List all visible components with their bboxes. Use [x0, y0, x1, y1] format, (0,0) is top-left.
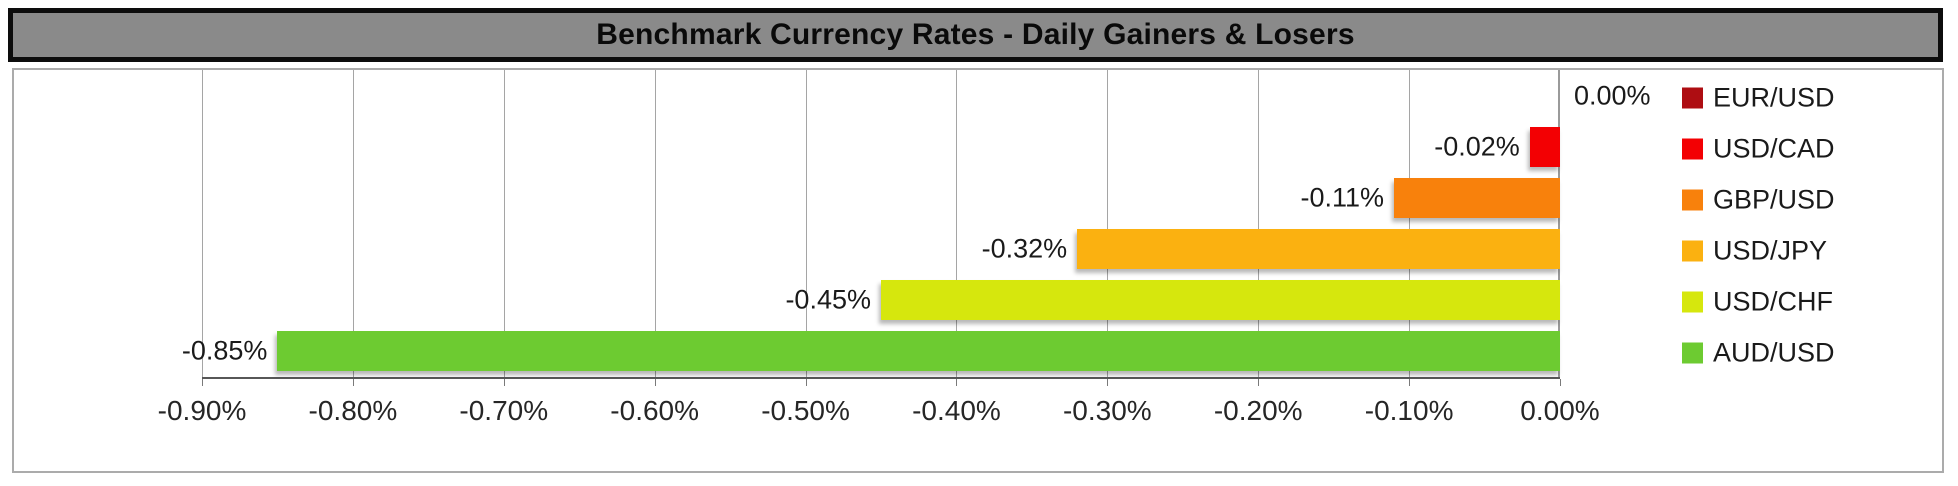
chart-container: -0.90% -0.80% -0.70% -0.60% -0.50% -0.40% -0.3…	[12, 68, 1944, 473]
legend-item-gbp-usd: GBP/USD	[1682, 184, 1835, 215]
gridline	[805, 70, 807, 377]
legend-item-aud-usd: AUD/USD	[1682, 338, 1835, 369]
gridline	[1107, 70, 1109, 377]
x-axis-tick	[805, 379, 807, 386]
x-axis-line	[202, 377, 1560, 379]
gridline	[654, 70, 656, 377]
x-tick-label: -0.90%	[157, 395, 247, 426]
x-tick-label: -0.60%	[610, 395, 700, 426]
x-tick-label: -0.20%	[1213, 395, 1303, 426]
legend-item-usd-jpy: USD/JPY	[1682, 236, 1827, 267]
chart-legend: EUR/USD USD/CAD GBP/USD USD/JPY USD/CHF AUD/U…	[1682, 70, 1932, 377]
x-axis-tick	[352, 379, 354, 386]
legend-label: EUR/USD	[1713, 82, 1835, 113]
x-tick-label: 0.00%	[1520, 395, 1600, 426]
chart-title-bar: Benchmark Currency Rates - Daily Gainers…	[8, 8, 1943, 62]
x-axis-tick	[956, 379, 958, 386]
x-axis-tick	[1258, 379, 1260, 386]
bar-aud-usd	[277, 331, 1560, 372]
zero-axis-line	[1558, 70, 1560, 377]
data-label-gbp-usd: -0.11%	[1300, 182, 1385, 213]
legend-label: USD/CAD	[1713, 133, 1835, 164]
legend-item-usd-chf: USD/CHF	[1682, 287, 1833, 318]
x-tick-label: -0.70%	[459, 395, 549, 426]
data-label-aud-usd: -0.85%	[181, 335, 268, 366]
data-label-usd-jpy: -0.32%	[981, 233, 1068, 264]
plot-area: -0.90% -0.80% -0.70% -0.60% -0.50% -0.40% -0.3…	[158, 70, 1651, 426]
legend-label: GBP/USD	[1713, 184, 1835, 215]
x-axis-tick	[654, 379, 656, 386]
x-axis-tick	[1560, 379, 1561, 386]
x-tick-label: -0.40%	[912, 395, 1001, 426]
x-axis-tick	[503, 379, 505, 386]
legend-swatch-icon	[1682, 189, 1703, 211]
x-tick-label: -0.50%	[761, 395, 850, 426]
legend-label: AUD/USD	[1713, 337, 1835, 368]
legend-swatch-icon	[1682, 240, 1703, 262]
legend-swatch-icon	[1682, 291, 1703, 313]
legend-swatch-icon	[1682, 342, 1703, 364]
data-label-usd-cad: -0.02%	[1434, 131, 1520, 162]
legend-swatch-icon	[1682, 87, 1703, 109]
chart-title: Benchmark Currency Rates - Daily Gainers…	[596, 18, 1355, 51]
gridline	[956, 70, 958, 377]
legend-label: USD/CHF	[1713, 286, 1833, 317]
bar-usd-cad	[1529, 126, 1560, 167]
gridline	[352, 70, 354, 377]
gridline	[1258, 70, 1260, 377]
x-tick-label: -0.30%	[1062, 395, 1152, 426]
legend-swatch-icon	[1682, 138, 1703, 160]
legend-item-usd-cad: USD/CAD	[1682, 133, 1835, 164]
x-axis-tick	[202, 379, 203, 386]
x-tick-label: -0.80%	[308, 395, 398, 426]
data-label-eur-usd: 0.00%	[1574, 80, 1651, 111]
legend-label: USD/JPY	[1713, 235, 1828, 266]
gridline	[202, 70, 203, 377]
gridline	[503, 70, 505, 377]
data-label-usd-chf: -0.45%	[785, 284, 871, 315]
x-axis-tick	[1409, 379, 1411, 386]
legend-item-eur-usd: EUR/USD	[1682, 82, 1835, 113]
bar-usd-chf	[881, 280, 1560, 321]
x-tick-label: -0.10%	[1364, 395, 1454, 426]
bar-usd-jpy	[1077, 229, 1560, 270]
bar-gbp-usd	[1394, 177, 1560, 218]
x-axis-tick	[1107, 379, 1109, 386]
gridline	[1409, 70, 1411, 377]
